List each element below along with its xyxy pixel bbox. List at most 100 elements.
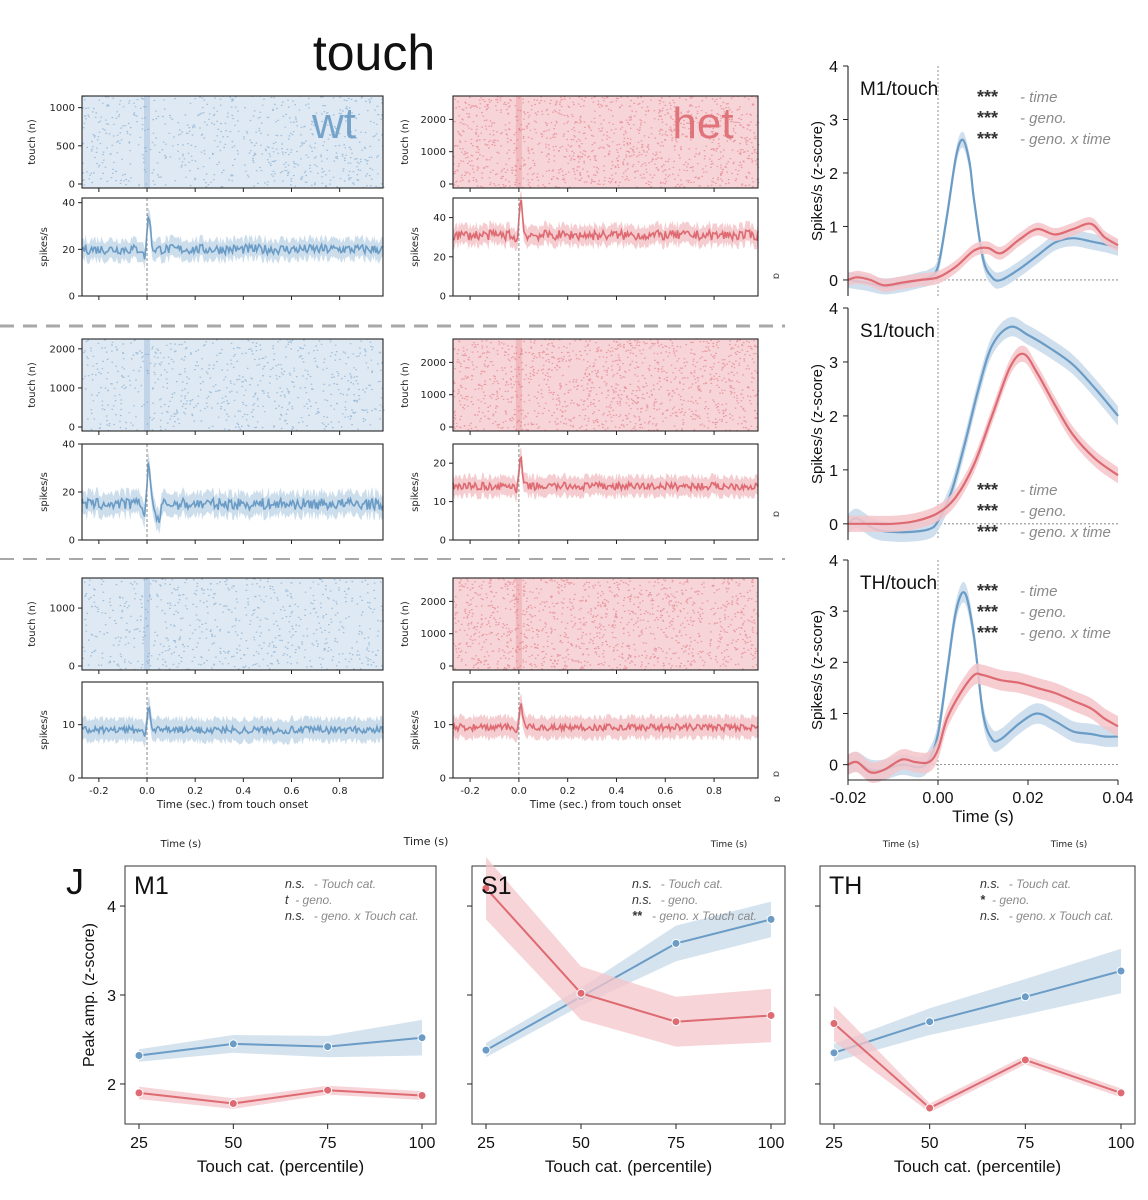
psth-ytick-label: 20 xyxy=(62,245,75,256)
raster-ytick-label: 1000 xyxy=(50,103,75,114)
zband-th-het xyxy=(848,663,1118,783)
jstat-label: - Touch cat. xyxy=(1009,877,1071,891)
psth-line-m1-wt xyxy=(81,214,384,260)
zstat-stars: *** xyxy=(977,108,998,128)
jpoint-s1-het xyxy=(576,988,586,998)
zytick-label: 2 xyxy=(829,655,838,672)
raster-onset-band-s1-het xyxy=(515,339,522,431)
psth-xtick-label: 0.6 xyxy=(284,786,300,797)
zytick-label: 1 xyxy=(829,219,838,236)
raster-ylabel: touch (n) xyxy=(400,362,411,408)
zstat-label: - time xyxy=(1020,583,1058,600)
jpoint-th-wt xyxy=(829,1048,839,1058)
jytick-label: 3 xyxy=(107,988,116,1005)
raster-ylabel: touch (n) xyxy=(27,362,38,408)
raster-onset-band-th-het xyxy=(515,578,522,670)
psth-xtick-label: 0.2 xyxy=(187,786,203,797)
jxtick-label: 75 xyxy=(319,1135,337,1152)
jpoint-s1-wt xyxy=(671,938,681,948)
psth-ytick-label: 20 xyxy=(62,488,75,499)
raster-bg-s1-wt xyxy=(82,339,383,431)
jxtick-label: 75 xyxy=(1016,1135,1034,1152)
psth-ylabel: spikes/s xyxy=(39,472,50,512)
jstat-mark: ** xyxy=(632,909,643,923)
raster-ytick-label: 1000 xyxy=(421,147,446,158)
jpoint-th-het xyxy=(1020,1055,1030,1065)
jband-m1-wt xyxy=(139,1019,422,1062)
raster-frame-th-wt xyxy=(81,577,384,671)
jxtick-label: 100 xyxy=(758,1135,785,1152)
raster-bg-th-wt xyxy=(82,578,383,670)
zstat-stars: *** xyxy=(977,129,998,149)
jpoint-s1-het xyxy=(481,883,491,893)
zstat-label: - geno. x time xyxy=(1020,131,1111,148)
zytick-label: 0 xyxy=(829,517,838,534)
zytick-label: 0 xyxy=(829,758,838,775)
psth-ytick-label: 20 xyxy=(433,252,446,263)
raster-spikes-m1-wt xyxy=(82,95,385,189)
raster-ytick-label: 2000 xyxy=(421,115,446,126)
jstat-label: - geno. x Touch cat. xyxy=(1009,909,1114,923)
zline-m1-het xyxy=(847,222,1119,287)
jstat-mark: n.s. xyxy=(980,909,1000,923)
jpoint-th-wt xyxy=(1116,966,1126,976)
psth-xtick-label: 0.6 xyxy=(657,786,673,797)
raster-ytick-label: 2000 xyxy=(421,358,446,369)
jpoint-th-wt xyxy=(1020,992,1030,1002)
jpoint-m1-het xyxy=(417,1091,427,1101)
psth-ytick-label: 20 xyxy=(433,459,446,470)
raster-spikes-th-het xyxy=(453,577,760,671)
psth-line-s1-wt xyxy=(81,462,384,524)
psth-frame-th-wt xyxy=(81,681,384,779)
time-label-2: Time (s) xyxy=(403,835,449,848)
psth-xtick-label: 0.0 xyxy=(139,786,155,797)
raster-ytick-label: 0 xyxy=(69,423,75,434)
jpoint-th-het xyxy=(925,1103,935,1113)
jpoint-th-het xyxy=(829,1018,839,1028)
psth-xtick-label: -0.2 xyxy=(89,786,109,797)
raster-ytick-label: 2000 xyxy=(421,597,446,608)
raster-frame-s1-het xyxy=(452,338,759,432)
jpoint-s1-het xyxy=(671,1017,681,1027)
raster-ytick-label: 1000 xyxy=(50,604,75,615)
peak-amp-panels: 25 50 75 100 2 3 4 Touch cat. (percentile) M1 n.s… xyxy=(81,857,1136,1176)
zband-th-wt xyxy=(848,581,1118,781)
jstat-mark: * xyxy=(980,893,986,907)
psth-xtick-label: -0.2 xyxy=(460,786,480,797)
psth-band-s1-het xyxy=(453,447,758,503)
psth-ylabel: spikes/s xyxy=(39,710,50,750)
jxtick-label: 25 xyxy=(130,1135,148,1152)
psth-line-s1-het xyxy=(452,455,759,494)
psth-ytick-label: 40 xyxy=(62,198,75,209)
raster-bg-m1-het xyxy=(453,96,758,188)
zytick-label: 3 xyxy=(829,112,838,129)
jframe-m1 xyxy=(124,865,437,1125)
zstat-stars: *** xyxy=(977,87,998,107)
jxlabel: Touch cat. (percentile) xyxy=(197,1157,364,1176)
jpoint-m1-wt xyxy=(228,1039,238,1049)
zband-m1-het xyxy=(848,217,1118,292)
raster-ytick-label: 0 xyxy=(440,423,446,434)
psth-xlabel: Time (sec.) from touch onset xyxy=(529,799,681,811)
jpoint-th-wt xyxy=(925,1017,935,1027)
zxtick-label: -0.02 xyxy=(830,790,867,807)
psth-frame-th-het xyxy=(452,681,759,779)
psth-band-s1-wt xyxy=(82,451,383,535)
jstat-label: - geno. x Touch cat. xyxy=(314,909,419,923)
jstat-mark: n.s. xyxy=(980,877,1000,891)
raster-dots-th-het xyxy=(453,577,760,671)
jstat-mark: n.s. xyxy=(632,893,652,907)
zytick-label: 1 xyxy=(829,706,838,723)
psth-ytick-label: 0 xyxy=(440,292,446,303)
ztitle-th: TH/touch xyxy=(860,573,937,594)
jpoint-m1-wt xyxy=(134,1050,144,1060)
zscore-time-panels: 0 1 2 3 4 Spikes/s (z-score) M1/touch *** - time… xyxy=(809,59,1134,826)
jpoint-s1-het xyxy=(766,1010,776,1020)
zytick-label: 2 xyxy=(829,409,838,426)
psth-ylabel: spikes/s xyxy=(410,710,421,750)
psth-ytick-label: 0 xyxy=(440,774,446,785)
jband-th-wt xyxy=(834,948,1121,1062)
psth-frame-m1-wt xyxy=(81,197,384,297)
raster-ytick-label: 1000 xyxy=(421,390,446,401)
